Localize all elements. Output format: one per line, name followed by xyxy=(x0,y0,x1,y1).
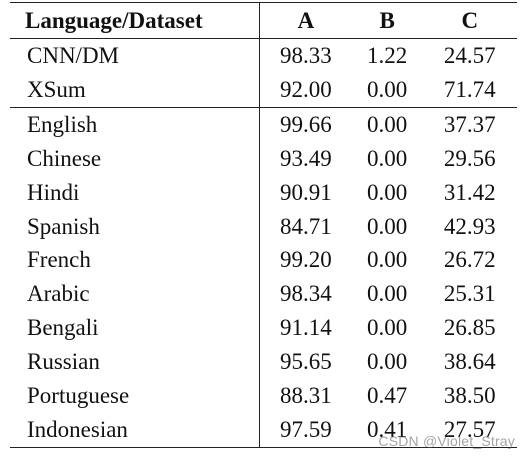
header-b: B xyxy=(379,8,395,33)
row-label: Spanish xyxy=(27,213,100,239)
row-label: Indonesian xyxy=(27,416,128,442)
table-row: Indonesian 97.59 0.41 27.57 xyxy=(10,412,517,448)
cell-b: 0.00 xyxy=(367,247,408,273)
table-row: Russian 95.65 0.00 38.64 xyxy=(10,345,517,380)
header-c: C xyxy=(461,8,479,33)
row-label: CNN/DM xyxy=(27,43,120,68)
cell-a: 97.59 xyxy=(259,412,352,448)
cell-c: 26.85 xyxy=(443,315,496,341)
table-row: Hindi 90.91 0.00 31.42 xyxy=(10,175,517,210)
row-label: Portuguese xyxy=(27,383,130,409)
cell-a: 99.20 xyxy=(259,243,352,278)
cell-c: 38.64 xyxy=(443,349,496,375)
cell-b: 0.00 xyxy=(367,145,408,171)
row-label: English xyxy=(27,111,98,137)
table-row: Portuguese 88.31 0.47 38.50 xyxy=(10,379,517,413)
table-row: Bengali 91.14 0.00 26.85 xyxy=(10,311,517,346)
cell-c: 25.31 xyxy=(443,281,496,307)
cell-a: 98.33 xyxy=(259,38,352,73)
table-row: Arabic 98.34 0.00 25.31 xyxy=(10,277,517,312)
cell-c: 38.50 xyxy=(443,383,496,409)
cell-c: 37.37 xyxy=(443,111,496,137)
row-label: Hindi xyxy=(27,179,80,205)
cell-c: 24.57 xyxy=(443,43,496,68)
table-header-row: Language/Dataset A B C xyxy=(10,2,517,39)
cell-b: 0.00 xyxy=(367,213,408,239)
row-label: Bengali xyxy=(27,315,99,341)
cell-c: 29.56 xyxy=(443,145,496,171)
cell-a: 91.14 xyxy=(259,311,352,346)
cell-a: 95.65 xyxy=(259,345,352,380)
cell-b: 0.41 xyxy=(367,416,408,442)
cell-a: 99.66 xyxy=(259,107,352,142)
cell-a: 92.00 xyxy=(259,72,352,108)
cell-c: 42.93 xyxy=(443,213,496,239)
watermark-text: CSDN @Violet_Stray xyxy=(378,433,515,449)
results-table-container: Language/Dataset A B C CNN/DM 98.33 1.22… xyxy=(10,2,517,448)
cell-a: 90.91 xyxy=(259,175,352,210)
results-table: Language/Dataset A B C CNN/DM 98.33 1.22… xyxy=(10,2,517,448)
cell-b: 0.00 xyxy=(367,315,408,341)
cell-c: 31.42 xyxy=(443,179,496,205)
row-label: French xyxy=(27,247,91,273)
cell-b: 0.00 xyxy=(367,111,408,137)
table-row: French 99.20 0.00 26.72 xyxy=(10,243,517,278)
cell-b: 0.00 xyxy=(367,349,408,375)
cell-a: 98.34 xyxy=(259,277,352,312)
row-label: XSum xyxy=(27,76,86,102)
table-row: CNN/DM 98.33 1.22 24.57 xyxy=(10,38,517,73)
cell-a: 93.49 xyxy=(259,141,352,176)
cell-b: 1.22 xyxy=(367,43,408,68)
cell-b: 0.47 xyxy=(367,383,408,409)
table-row: English 99.66 0.00 37.37 xyxy=(10,107,517,142)
row-label: Russian xyxy=(27,349,100,375)
cell-c: 71.74 xyxy=(443,76,496,102)
table-row: Spanish 84.71 0.00 42.93 xyxy=(10,209,517,244)
header-a: A xyxy=(259,2,352,39)
header-language-dataset: Language/Dataset xyxy=(25,8,203,33)
cell-c: 27.57 xyxy=(443,416,496,442)
row-label: Arabic xyxy=(27,281,90,307)
table-row: Chinese 93.49 0.00 29.56 xyxy=(10,141,517,176)
cell-a: 84.71 xyxy=(259,209,352,244)
cell-b: 0.00 xyxy=(367,281,408,307)
cell-a: 88.31 xyxy=(259,379,352,413)
cell-b: 0.00 xyxy=(367,179,408,205)
cell-b: 0.00 xyxy=(367,76,408,102)
table-row: XSum 92.00 0.00 71.74 xyxy=(10,72,517,108)
row-label: Chinese xyxy=(27,145,102,171)
cell-c: 26.72 xyxy=(443,247,496,273)
